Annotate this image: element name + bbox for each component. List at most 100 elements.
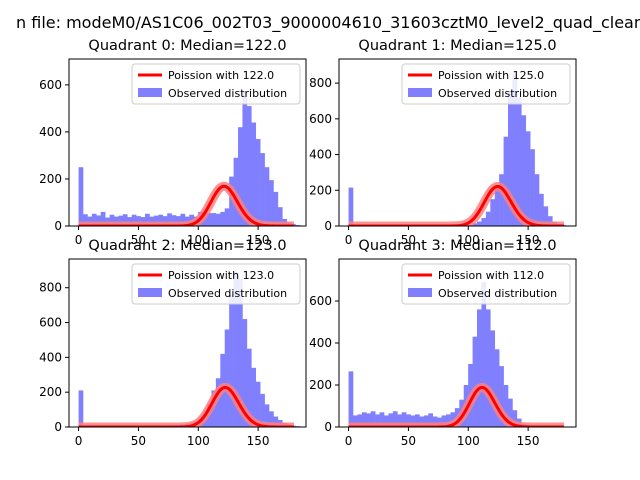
hist-bar [503, 136, 509, 226]
hist-bar [264, 404, 270, 427]
hist-bar [96, 215, 102, 226]
y-tick-label: 0 [54, 219, 62, 233]
hist-bar [547, 216, 553, 226]
hist-bar [384, 415, 389, 427]
hist-bar [499, 174, 504, 226]
hist-bar [87, 216, 93, 226]
hist-bar [211, 213, 217, 226]
hist-bar [348, 187, 354, 226]
hist-bar [269, 411, 274, 427]
hist-bar [512, 410, 518, 427]
subplot-title: Quadrant 2: Median=123.0 [88, 238, 286, 254]
hist-bar [446, 414, 451, 427]
hist-bar [485, 309, 491, 427]
hist-bar [397, 414, 403, 427]
hist-bar [437, 417, 442, 427]
x-tick-label: 150 [517, 434, 540, 448]
hist-bar [78, 390, 84, 427]
hist-bar [490, 199, 496, 226]
x-tick-label: 0 [75, 233, 83, 247]
hist-bar [410, 415, 416, 427]
hist-bar [277, 207, 283, 226]
hist-bar [481, 217, 487, 226]
hist-bar [375, 414, 380, 427]
hist-bar [477, 221, 482, 226]
hist-bar [525, 131, 531, 226]
hist-bar [366, 413, 372, 427]
hist-bar [361, 412, 367, 427]
hist-bar [149, 216, 155, 226]
legend-label-observed: Observed distribution [168, 87, 287, 100]
y-tick-label: 800 [309, 76, 332, 90]
y-tick-label: 200 [309, 378, 332, 392]
legend: Poission with 123.0 Observed distribution [131, 263, 301, 305]
legend-label-poisson: Poission with 123.0 [168, 269, 274, 282]
y-tick-label: 200 [309, 183, 332, 197]
hist-bar [539, 193, 544, 226]
axes-frame [338, 58, 577, 227]
plot-area [75, 91, 301, 226]
x-tick-label: 50 [401, 233, 416, 247]
hist-bar [490, 330, 496, 427]
hist-bar [215, 378, 221, 427]
x-tick-label: 50 [401, 434, 416, 448]
y-tick-label: 400 [39, 350, 62, 364]
figure-suptitle: n file: modeM0/AS1C06_002T03_9000004610_… [16, 13, 640, 33]
hist-bar [379, 412, 385, 427]
legend: Poission with 122.0 Observed distribution [131, 63, 301, 105]
y-tick-label: 600 [309, 294, 332, 308]
hist-bar [83, 214, 88, 226]
y-tick-label: 200 [39, 385, 62, 399]
legend-bar-swatch [408, 288, 432, 297]
hist-bar [224, 329, 230, 427]
x-tick-label: 100 [187, 434, 210, 448]
hist-bar [145, 213, 150, 226]
hist-bar [246, 106, 252, 226]
legend-label-observed: Observed distribution [168, 287, 287, 300]
hist-bar [428, 413, 434, 427]
legend: Poission with 125.0 Observed distribution [401, 63, 571, 105]
hist-bar [494, 186, 500, 226]
hist-bar [494, 349, 500, 427]
subplot-title: Quadrant 0: Median=122.0 [88, 38, 286, 54]
hist-bar [238, 127, 243, 226]
y-tick-label: 400 [309, 148, 332, 162]
hist-bar [171, 215, 177, 226]
hist-bar [401, 412, 407, 427]
hist-bar [543, 206, 549, 226]
hist-bar [521, 115, 527, 226]
hist-bar [273, 416, 279, 427]
legend-label-poisson: Poission with 112.0 [438, 269, 544, 282]
hist-bar [357, 414, 363, 427]
hist-bar [348, 371, 354, 427]
hist-bar [477, 309, 482, 427]
hist-bar [251, 122, 257, 226]
legend-box [131, 263, 301, 305]
x-tick-label: 150 [247, 233, 270, 247]
hist-bar [246, 348, 252, 427]
hist-bar [220, 211, 226, 226]
hist-bar [100, 211, 106, 226]
legend-box [401, 63, 571, 105]
y-tick-label: 0 [54, 420, 62, 434]
hist-bar [260, 393, 265, 427]
hist-bar [534, 174, 540, 226]
hist-bar [508, 398, 513, 427]
hist-bar [264, 167, 270, 226]
y-tick-label: 400 [309, 336, 332, 350]
hist-bar [503, 385, 509, 427]
hist-bar [229, 294, 234, 427]
subplot-1: 0 50 100 150 0 200 400 600 800 Quadrant 1: Median… [309, 38, 577, 247]
axes-frame [68, 258, 307, 428]
hist-bar [255, 138, 261, 226]
x-tick-label: 150 [247, 434, 270, 448]
axes-frame [68, 58, 307, 227]
hist-bar [122, 214, 128, 226]
legend: Poission with 112.0 Observed distribution [401, 263, 571, 305]
hist-bar [472, 336, 478, 427]
hist-bar [162, 216, 168, 226]
hist-bar [481, 282, 487, 427]
hist-bar [423, 415, 429, 427]
hist-bar [406, 414, 411, 427]
